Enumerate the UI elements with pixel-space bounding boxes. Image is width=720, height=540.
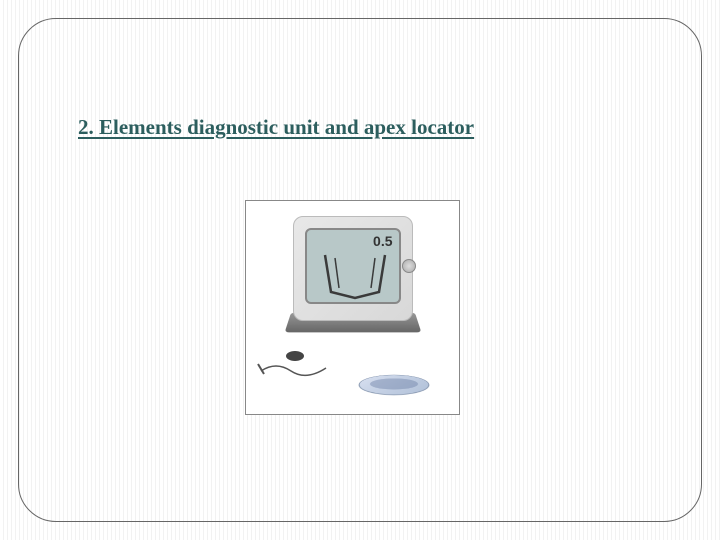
slide-title: 2. Elements diagnostic unit and apex loc… [78,115,474,140]
graph-inner-line-left [335,258,339,288]
graph-v-shape [325,255,385,298]
monitor-power-button [402,259,416,273]
graph-inner-line-right [371,258,375,288]
apex-graph-icon [317,250,393,300]
device-accessories [246,346,459,406]
screen-reading-value: 0.5 [373,233,392,249]
foot-pedal [353,375,435,395]
monitor-screen: 0.5 [305,228,401,304]
probe-tip [286,351,304,361]
device-image-container: 0.5 [245,200,460,415]
foot-pedal-surface [368,378,420,389]
diagnostic-monitor: 0.5 [283,216,423,346]
